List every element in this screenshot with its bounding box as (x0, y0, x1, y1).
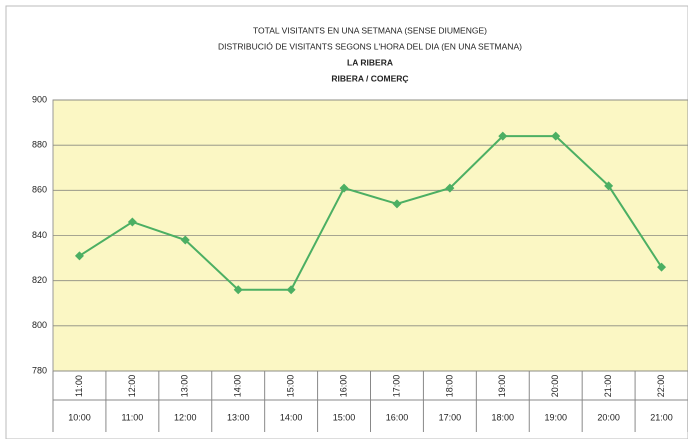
x-tick-label: 15:00 (333, 412, 356, 422)
y-tick-label: 780 (32, 365, 47, 375)
marker (498, 131, 508, 141)
x-tick-label: 20:00 (550, 375, 560, 398)
x-tick-label: 11:00 (121, 412, 143, 422)
x-tick-label: 15:00 (286, 375, 296, 398)
marker (551, 131, 561, 141)
marker (657, 262, 667, 272)
x-tick-label: 16:00 (338, 375, 348, 398)
x-tick-label: 13:00 (227, 412, 250, 422)
marker (445, 183, 455, 193)
marker (339, 183, 349, 193)
chart-subtitle: DISTRIBUCIÓ DE VISITANTS SEGONS L'HORA D… (218, 41, 522, 51)
chart-title: TOTAL VISITANTS EN UNA SETMANA (SENSE DI… (253, 25, 487, 35)
marker (74, 251, 84, 261)
x-tick-label: 20:00 (597, 412, 620, 422)
x-tick-label: 16:00 (386, 412, 409, 422)
marker (127, 217, 137, 227)
marker (286, 285, 296, 295)
x-tick-label: 21:00 (650, 412, 673, 422)
y-tick-label: 800 (32, 320, 47, 330)
y-tick-label: 900 (32, 94, 47, 104)
x-tick-label: 14:00 (233, 375, 243, 398)
x-tick-label: 21:00 (603, 375, 613, 398)
chart-subtitle: RIBERA / COMERÇ (331, 73, 408, 83)
x-tick-label: 17:00 (439, 412, 462, 422)
x-tick-label: 17:00 (391, 375, 401, 398)
marker (233, 285, 243, 295)
x-tick-label: 22:00 (656, 375, 666, 398)
x-tick-label: 18:00 (492, 412, 515, 422)
x-tick-label: 12:00 (127, 375, 137, 398)
x-tick-label: 11:00 (74, 375, 84, 397)
y-tick-label: 820 (32, 275, 47, 285)
x-tick-label: 18:00 (444, 375, 454, 398)
x-tick-label: 10:00 (68, 412, 91, 422)
marker (180, 235, 190, 245)
marker (604, 181, 614, 191)
x-tick-label: 14:00 (280, 412, 303, 422)
marker (392, 199, 402, 209)
line (78, 135, 663, 291)
y-tick-label: 840 (32, 230, 47, 240)
chart-subtitle: LA RIBERA (347, 57, 393, 67)
x-tick-label: 19:00 (497, 375, 507, 398)
y-tick-label: 880 (32, 140, 47, 150)
x-tick-label: 12:00 (174, 412, 197, 422)
x-tick-label: 19:00 (544, 412, 567, 422)
y-tick-label: 860 (32, 185, 47, 195)
x-tick-label: 13:00 (180, 375, 190, 398)
